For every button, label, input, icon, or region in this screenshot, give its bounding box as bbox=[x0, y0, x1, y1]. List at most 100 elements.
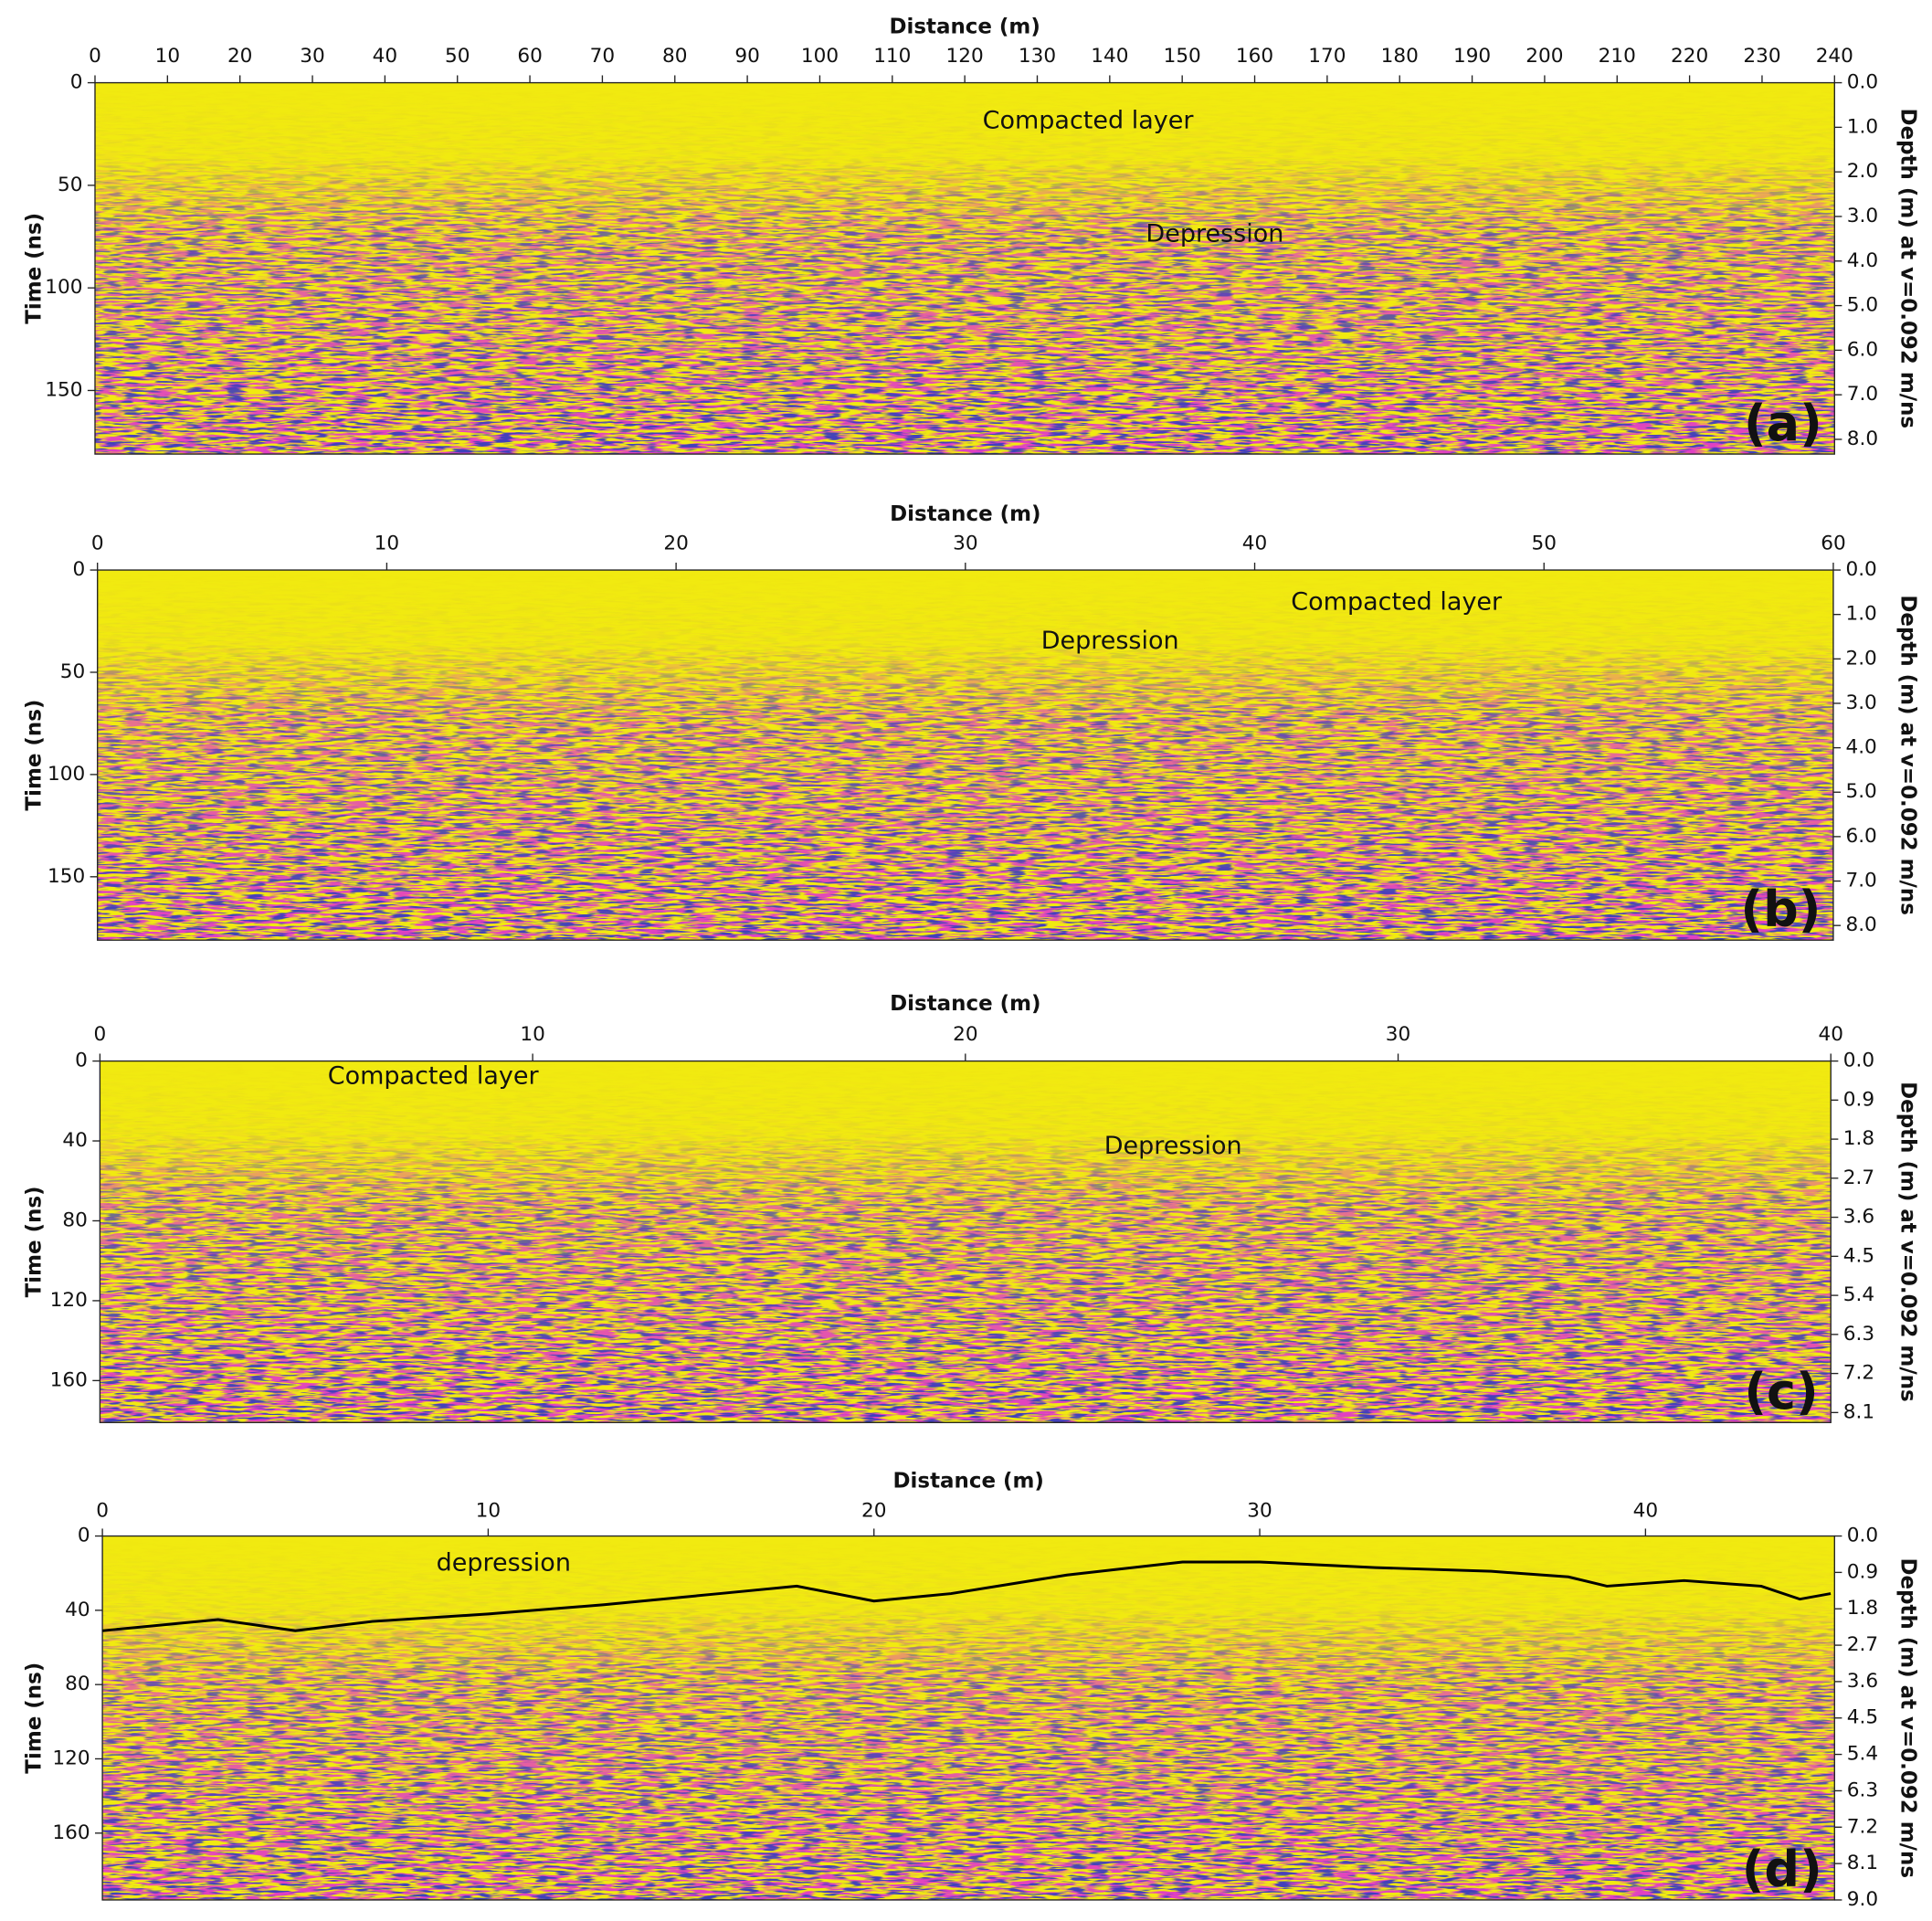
y2-tick-label: 2.7 bbox=[1843, 1166, 1874, 1189]
y-axis-label: Time (ns) bbox=[22, 1186, 46, 1297]
y2-tick-label: 5.0 bbox=[1845, 780, 1876, 803]
x-tick-label: 10 bbox=[155, 45, 180, 68]
x-tick-label: 20 bbox=[953, 1023, 977, 1046]
panel: Distance (m) 0 10 20 30 40 50 60 70 80 90 100 110 120… bbox=[22, 15, 1919, 455]
x-tick-label: 40 bbox=[373, 45, 397, 68]
y-tick-label: 120 bbox=[52, 1747, 90, 1769]
annotation: Depression bbox=[1145, 219, 1283, 248]
y-tick-label: 120 bbox=[50, 1289, 88, 1312]
annotation: Depression bbox=[1104, 1132, 1242, 1160]
y2-tick-label: 1.8 bbox=[1843, 1127, 1874, 1150]
y-tick-label: 80 bbox=[65, 1673, 90, 1695]
y-axis-label: Time (ns) bbox=[22, 1662, 46, 1774]
y2-tick-label: 5.0 bbox=[1847, 294, 1878, 317]
radargram-texture bbox=[94, 82, 1835, 455]
y-tick-label: 50 bbox=[60, 660, 85, 683]
x-tick-label: 60 bbox=[1821, 533, 1845, 555]
y2-tick-label: 3.0 bbox=[1847, 205, 1878, 227]
y2-tick-label: 6.3 bbox=[1847, 1779, 1878, 1801]
y-tick-label: 0 bbox=[70, 71, 83, 94]
x-tick-label: 10 bbox=[520, 1023, 544, 1046]
y2-tick-label: 0.9 bbox=[1847, 1560, 1878, 1583]
y2-tick-label: 3.6 bbox=[1843, 1206, 1874, 1229]
y-tick-label: 40 bbox=[65, 1599, 90, 1621]
y-tick-label: 80 bbox=[62, 1209, 87, 1231]
y2-axis-label: Depth (m) at v=0.092 m/ns bbox=[1895, 109, 1919, 429]
y2-tick-label: 7.0 bbox=[1847, 383, 1878, 406]
x-tick-label: 70 bbox=[590, 45, 615, 68]
y2-tick-label: 2.0 bbox=[1847, 160, 1878, 183]
y-tick-label: 100 bbox=[45, 276, 82, 299]
x-tick-label: 0 bbox=[94, 1023, 107, 1046]
y2-tick-label: 8.0 bbox=[1847, 427, 1878, 450]
y2-tick-label: 8.1 bbox=[1843, 1400, 1874, 1423]
y2-tick-label: 0.0 bbox=[1845, 558, 1876, 581]
y2-tick-label: 6.3 bbox=[1843, 1323, 1874, 1346]
x-tick-label: 80 bbox=[662, 45, 687, 68]
x-tick-label: 230 bbox=[1743, 45, 1780, 68]
y-tick-label: 0 bbox=[72, 558, 85, 581]
y2-tick-label: 3.0 bbox=[1845, 691, 1876, 714]
y2-tick-label: 5.4 bbox=[1847, 1743, 1878, 1766]
x-tick-label: 190 bbox=[1453, 45, 1491, 68]
x-axis-label: Distance (m) bbox=[889, 15, 1040, 38]
panel-label: (c) bbox=[1744, 1363, 1818, 1420]
annotation: Compacted layer bbox=[1291, 587, 1503, 616]
y2-tick-label: 4.0 bbox=[1845, 736, 1876, 759]
y2-axis-label: Depth (m) at v=0.092 m/ns bbox=[1895, 1557, 1919, 1878]
x-tick-label: 100 bbox=[801, 45, 839, 68]
annotation: Compacted layer bbox=[328, 1062, 540, 1091]
y-tick-label: 50 bbox=[58, 174, 82, 196]
x-tick-label: 210 bbox=[1599, 45, 1636, 68]
x-tick-label: 90 bbox=[734, 45, 759, 68]
x-tick-label: 30 bbox=[1386, 1023, 1410, 1046]
x-tick-label: 40 bbox=[1242, 533, 1267, 555]
x-tick-label: 180 bbox=[1381, 45, 1419, 68]
annotation: depression bbox=[437, 1549, 571, 1578]
x-tick-label: 0 bbox=[89, 45, 101, 68]
y2-tick-label: 4.5 bbox=[1843, 1244, 1874, 1267]
x-tick-label: 20 bbox=[663, 533, 688, 555]
x-tick-label: 30 bbox=[1247, 1500, 1272, 1523]
y2-tick-label: 1.0 bbox=[1845, 603, 1876, 626]
radargram-texture bbox=[102, 1536, 1835, 1900]
x-tick-label: 150 bbox=[1164, 45, 1201, 68]
x-tick-label: 140 bbox=[1091, 45, 1128, 68]
annotation: Compacted layer bbox=[983, 107, 1195, 135]
x-tick-label: 110 bbox=[873, 45, 911, 68]
x-tick-label: 50 bbox=[1532, 533, 1557, 555]
y2-tick-label: 1.8 bbox=[1847, 1597, 1878, 1620]
x-tick-label: 200 bbox=[1526, 45, 1563, 68]
y2-tick-label: 6.0 bbox=[1845, 825, 1876, 848]
y2-tick-label: 0.0 bbox=[1847, 71, 1878, 94]
y2-tick-label: 3.6 bbox=[1847, 1670, 1878, 1693]
radargram-texture bbox=[100, 1061, 1832, 1423]
x-tick-label: 20 bbox=[227, 45, 252, 68]
x-tick-label: 240 bbox=[1816, 45, 1853, 68]
y2-axis-label: Depth (m) at v=0.092 m/ns bbox=[1895, 595, 1919, 915]
x-tick-label: 10 bbox=[476, 1500, 501, 1523]
x-tick-label: 0 bbox=[91, 533, 104, 555]
y2-tick-label: 9.0 bbox=[1847, 1888, 1878, 1911]
panel-label: (b) bbox=[1740, 881, 1821, 938]
x-tick-label: 30 bbox=[953, 533, 977, 555]
y-tick-label: 160 bbox=[52, 1821, 90, 1844]
y2-tick-label: 2.7 bbox=[1847, 1633, 1878, 1656]
x-tick-label: 50 bbox=[445, 45, 470, 68]
y2-tick-label: 5.4 bbox=[1843, 1283, 1874, 1306]
radargram-texture bbox=[97, 570, 1833, 941]
x-tick-label: 10 bbox=[375, 533, 399, 555]
y2-tick-label: 4.5 bbox=[1847, 1706, 1878, 1729]
panel: Distance (m) 0 10 20 30 40 0 40 80 120 160 0.0 0.9 1.… bbox=[22, 992, 1919, 1423]
x-tick-label: 170 bbox=[1308, 45, 1346, 68]
y2-tick-label: 0.0 bbox=[1847, 1525, 1878, 1547]
y-tick-label: 40 bbox=[62, 1129, 87, 1152]
panel: Distance (m) 0 10 20 30 40 0 40 80 120 160 0.0 0.9 1.… bbox=[22, 1470, 1919, 1911]
plot-frame bbox=[99, 1060, 1832, 1423]
horizon-line bbox=[101, 1560, 1832, 1632]
y2-tick-label: 7.2 bbox=[1843, 1362, 1874, 1385]
y-tick-label: 0 bbox=[75, 1050, 88, 1072]
x-tick-label: 40 bbox=[1819, 1023, 1843, 1046]
x-tick-label: 220 bbox=[1671, 45, 1708, 68]
